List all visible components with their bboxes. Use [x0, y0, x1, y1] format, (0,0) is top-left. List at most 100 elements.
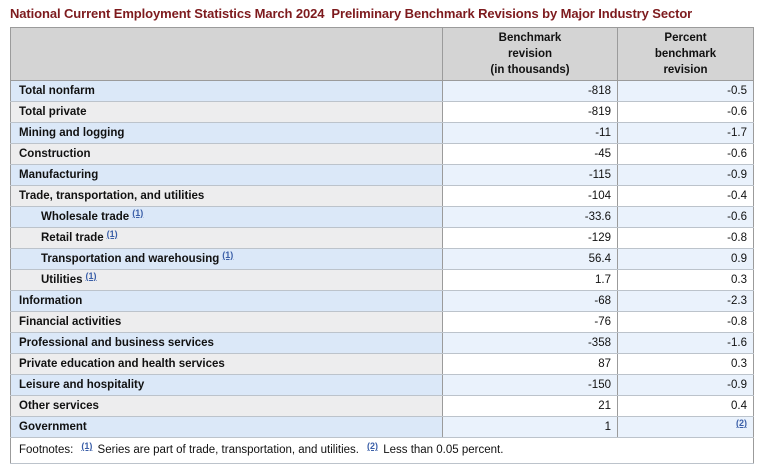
industry-label-text: Mining and logging: [19, 126, 125, 139]
industry-label-cell: Information: [10, 290, 443, 313]
percent-revision-cell: (2): [617, 416, 754, 439]
industry-label-cell: Trade, transportation, and utilities: [10, 185, 443, 208]
benchmark-revision-cell: -129: [442, 227, 618, 250]
benchmark-revision-cell: 1: [442, 416, 618, 439]
footnotes-row: Footnotes: (1) Series are part of trade, …: [10, 437, 754, 465]
industry-column-header: [10, 26, 443, 82]
footnote-link[interactable]: (1): [106, 228, 118, 239]
table-row: Mining and logging -11 -1.7: [10, 122, 754, 145]
footnote-link[interactable]: (2): [736, 417, 747, 428]
table-row: Other services 21 0.4: [10, 395, 754, 418]
footnote-2-link[interactable]: (2): [367, 441, 378, 452]
benchmark-revision-cell: -818: [442, 80, 618, 103]
table-row: Construction -45 -0.6: [10, 143, 754, 166]
benchmark-revisions-table: Benchmark revision (in thousands) Percen…: [10, 26, 754, 465]
benchmark-revision-cell: -11: [442, 122, 618, 145]
footnote-link[interactable]: (1): [222, 249, 234, 260]
percent-revision-cell: -0.6: [617, 101, 754, 124]
industry-label-cell: Professional and business services: [10, 332, 443, 355]
industry-label-cell: Financial activities: [10, 311, 443, 334]
industry-label-text: Information: [19, 294, 83, 307]
table-row: Private education and health services 87…: [10, 353, 754, 376]
footnote-link[interactable]: (1): [85, 270, 97, 281]
footnote-link[interactable]: (1): [132, 207, 144, 218]
industry-label-cell: Total private: [10, 101, 443, 124]
benchmark-revision-cell: -104: [442, 185, 618, 208]
industry-label-cell: Construction: [10, 143, 443, 166]
percent-revision-cell: -0.9: [617, 164, 754, 187]
benchmark-revision-cell: 56.4: [442, 248, 618, 271]
table-row: Trade, transportation, and utilities -10…: [10, 185, 754, 208]
industry-label-text: Private education and health services: [19, 357, 225, 370]
table-row: Financial activities -76 -0.8: [10, 311, 754, 334]
footnote-1-link[interactable]: (1): [81, 441, 93, 452]
percent-revision-cell: 0.3: [617, 269, 754, 292]
benchmark-revision-cell: -33.6: [442, 206, 618, 229]
percent-revision-cell: -1.7: [617, 122, 754, 145]
benchmark-revision-cell: -819: [442, 101, 618, 124]
benchmark-revision-column-header: Benchmark revision (in thousands): [442, 26, 618, 82]
percent-revision-column-header: Percent benchmark revision: [617, 26, 754, 82]
industry-label-cell: Other services: [10, 395, 443, 418]
footnotes-label: Footnotes:: [19, 444, 74, 457]
table-row: Retail trade (1) -129 -0.8: [10, 227, 754, 250]
percent-revision-cell: -0.5: [617, 80, 754, 103]
page-title: National Current Employment Statistics M…: [10, 6, 693, 21]
industry-label-text: Wholesale trade: [41, 210, 130, 223]
percent-revision-cell: -0.9: [617, 374, 754, 397]
benchmark-revision-cell: 1.7: [442, 269, 618, 292]
industry-label-cell: Government: [10, 416, 443, 439]
industry-label-text: Professional and business services: [19, 336, 214, 349]
percent-revision-cell: -0.4: [617, 185, 754, 208]
benchmark-revision-cell: -68: [442, 290, 618, 313]
percent-revision-cell: -0.6: [617, 143, 754, 166]
footnote-2-text: Less than 0.05 percent.: [383, 444, 504, 457]
industry-label-text: Total private: [19, 105, 87, 118]
table-row: Wholesale trade (1) -33.6 -0.6: [10, 206, 754, 229]
percent-revision-cell: -0.8: [617, 227, 754, 250]
percent-revision-cell: 0.3: [617, 353, 754, 376]
table-header: Benchmark revision (in thousands) Percen…: [10, 26, 754, 82]
table-row: Government 1 (2): [10, 416, 754, 439]
percent-revision-cell: 0.9: [617, 248, 754, 271]
industry-label-cell: Mining and logging: [10, 122, 443, 145]
industry-label-text: Retail trade: [41, 231, 104, 244]
industry-label-text: Manufacturing: [19, 168, 99, 181]
benchmark-revision-cell: 87: [442, 353, 618, 376]
industry-label-cell: Manufacturing: [10, 164, 443, 187]
industry-label-text: Utilities: [41, 273, 83, 286]
percent-revision-cell: -2.3: [617, 290, 754, 313]
table-row: Manufacturing -115 -0.9: [10, 164, 754, 187]
industry-label-text: Total nonfarm: [19, 84, 95, 97]
industry-label-text: Trade, transportation, and utilities: [19, 189, 205, 202]
percent-revision-cell: 0.4: [617, 395, 754, 418]
industry-label-cell: Transportation and warehousing (1): [10, 248, 443, 271]
header-row: Benchmark revision (in thousands) Percen…: [10, 26, 754, 82]
benchmark-revision-cell: -115: [442, 164, 618, 187]
table-row: Transportation and warehousing (1) 56.4 0…: [10, 248, 754, 271]
industry-label-cell: Private education and health services: [10, 353, 443, 376]
industry-label-cell: Retail trade (1): [10, 227, 443, 250]
industry-label-cell: Wholesale trade (1): [10, 206, 443, 229]
table-row: Total nonfarm -818 -0.5: [10, 80, 754, 103]
industry-label-text: Financial activities: [19, 315, 122, 328]
benchmark-revision-cell: -45: [442, 143, 618, 166]
table-row: Total private -819 -0.6: [10, 101, 754, 124]
industry-label-text: Transportation and warehousing: [41, 252, 220, 265]
percent-revision-cell: -0.6: [617, 206, 754, 229]
table-row: Utilities (1) 1.7 0.3: [10, 269, 754, 292]
table-row: Information -68 -2.3: [10, 290, 754, 313]
industry-label-cell: Utilities (1): [10, 269, 443, 292]
percent-revision-cell: -0.8: [617, 311, 754, 334]
benchmark-revision-cell: -358: [442, 332, 618, 355]
benchmark-revision-cell: -76: [442, 311, 618, 334]
industry-label-text: Other services: [19, 399, 99, 412]
percent-revision-cell: -1.6: [617, 332, 754, 355]
industry-label-text: Construction: [19, 147, 91, 160]
benchmark-revision-cell: 21: [442, 395, 618, 418]
table-row: Professional and business services -358 …: [10, 332, 754, 355]
benchmark-revision-cell: -150: [442, 374, 618, 397]
industry-label-cell: Total nonfarm: [10, 80, 443, 103]
table-body: Total nonfarm -818 -0.5 Total private -8…: [10, 80, 754, 439]
